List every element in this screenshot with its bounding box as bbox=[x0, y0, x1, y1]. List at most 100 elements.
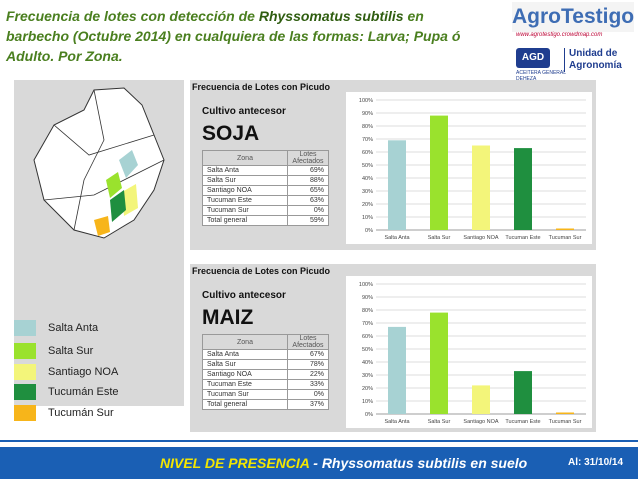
table-row: Total general 37% bbox=[202, 399, 329, 410]
maiz-chart-box: 0% 10% 20% 30% 40% 50% 60% 70% 80% 90% 100% Salta A… bbox=[346, 276, 592, 428]
soja-panel: Frecuencia de Lotes con Picudo Cultivo a… bbox=[190, 80, 596, 250]
x-tick-label: Santiago NOA bbox=[463, 235, 498, 241]
bar bbox=[556, 228, 574, 230]
table-cell: Santiago NOA bbox=[202, 369, 288, 380]
y-tick-label: 10% bbox=[362, 399, 373, 405]
footer-bar: NIVEL DE PRESENCIA - Rhyssomatus subtili… bbox=[0, 447, 638, 479]
y-tick-label: 90% bbox=[362, 295, 373, 301]
table-header-row: Zona Lotes Afectados bbox=[202, 334, 329, 350]
legend-swatch bbox=[14, 405, 36, 421]
zone-santiago-noa bbox=[122, 184, 138, 216]
x-tick-label: Salta Anta bbox=[384, 419, 410, 425]
table-cell: 37% bbox=[287, 399, 329, 410]
soja-bar-chart: 0% 10% 20% 30% 40% 50% 60% 70% 80% 90% 100% Salta A… bbox=[359, 98, 586, 241]
legend-swatch bbox=[14, 384, 36, 400]
x-tick-label: Tucuman Este bbox=[505, 235, 540, 241]
x-tick-label: Tucuman Este bbox=[505, 419, 540, 425]
map-panel bbox=[14, 80, 184, 406]
footer-date: Al: 31/10/14 bbox=[568, 457, 624, 468]
y-tick-label: 60% bbox=[362, 334, 373, 340]
cultivo-label: Cultivo antecesor bbox=[202, 106, 286, 117]
y-tick-label: 10% bbox=[362, 215, 373, 221]
table-header: Lotes Afectados bbox=[287, 150, 329, 166]
region-map bbox=[33, 87, 165, 239]
bar bbox=[388, 140, 406, 230]
bar bbox=[472, 385, 490, 414]
table-row: Santiago NOA 22% bbox=[202, 369, 329, 380]
bar bbox=[556, 412, 574, 414]
summary-table: Zona Lotes Afectados Salta Anta 67% Salta … bbox=[202, 334, 329, 410]
unit-line-1: Unidad de bbox=[569, 48, 618, 59]
title-text-end: en barbecho (Octubre 2014) en cualquiera… bbox=[6, 8, 461, 64]
brand-name: AgroTestigo bbox=[512, 2, 634, 32]
x-tick-label: Salta Sur bbox=[428, 419, 451, 425]
bar bbox=[472, 145, 490, 230]
map-border-1 bbox=[73, 89, 105, 231]
table-cell: Salta Sur bbox=[202, 175, 288, 186]
agd-badge: AGD bbox=[516, 48, 550, 68]
title-text: Frecuencia de lotes con detección de bbox=[6, 8, 259, 24]
x-tick-label: Tucuman Sur bbox=[549, 235, 582, 241]
footer-divider bbox=[0, 440, 638, 442]
table-header: Lotes Afectados bbox=[287, 334, 329, 350]
bar bbox=[514, 371, 532, 414]
legend-label: Salta Sur bbox=[48, 345, 94, 357]
zone-salta-anta bbox=[119, 150, 138, 178]
table-cell: 78% bbox=[287, 359, 329, 370]
zone-tucuman-sur bbox=[94, 216, 110, 236]
crop-name: SOJA bbox=[202, 122, 260, 145]
y-tick-label: 80% bbox=[362, 124, 373, 130]
table-row: Tucuman Sur 0% bbox=[202, 205, 329, 216]
table-row: Salta Sur 78% bbox=[202, 359, 329, 370]
maiz-bar-chart: 0% 10% 20% 30% 40% 50% 60% 70% 80% 90% 100% Salta A… bbox=[359, 282, 586, 425]
legend-swatch bbox=[14, 364, 36, 380]
table-cell: 65% bbox=[287, 185, 329, 196]
table-cell: Salta Anta bbox=[202, 165, 288, 176]
y-tick-label: 90% bbox=[362, 111, 373, 117]
table-row: Salta Sur 88% bbox=[202, 175, 329, 186]
table-cell: 63% bbox=[287, 195, 329, 206]
legend-swatch bbox=[14, 343, 36, 359]
table-cell: 22% bbox=[287, 369, 329, 380]
y-tick-label: 100% bbox=[359, 282, 373, 288]
y-tick-label: 40% bbox=[362, 360, 373, 366]
y-tick-label: 0% bbox=[365, 412, 373, 418]
y-tick-label: 20% bbox=[362, 386, 373, 392]
legend-label: Santiago NOA bbox=[48, 366, 119, 378]
table-header: Zona bbox=[202, 150, 288, 166]
title-species: Rhyssomatus subtilis bbox=[258, 8, 404, 24]
agrotestigo-logo: AgroTestigo www.agrotestigo.crowdmap.com… bbox=[512, 2, 634, 82]
y-tick-label: 0% bbox=[365, 228, 373, 234]
legend-label: Salta Anta bbox=[48, 322, 99, 334]
footer-rest: - Rhyssomatus subtilis en suelo bbox=[309, 455, 528, 471]
table-cell: Tucuman Este bbox=[202, 195, 288, 206]
table-header-row: Zona Lotes Afectados bbox=[202, 150, 329, 166]
table-cell: Santiago NOA bbox=[202, 185, 288, 196]
map-outline bbox=[33, 87, 165, 239]
x-tick-label: Salta Anta bbox=[384, 235, 410, 241]
agd-subtitle: ACEITERA GENERAL DEHEZA bbox=[516, 70, 566, 82]
legend-swatch bbox=[14, 320, 36, 336]
table-cell: Total general bbox=[202, 399, 288, 410]
footer-title: NIVEL DE PRESENCIA - Rhyssomatus subtili… bbox=[160, 455, 527, 471]
table-cell: Total general bbox=[202, 215, 288, 226]
table-cell: Tucuman Sur bbox=[202, 205, 288, 216]
x-tick-label: Tucuman Sur bbox=[549, 419, 582, 425]
table-row: Total general 59% bbox=[202, 215, 329, 226]
y-tick-label: 70% bbox=[362, 321, 373, 327]
table-cell: 59% bbox=[287, 215, 329, 226]
x-tick-label: Santiago NOA bbox=[463, 419, 498, 425]
unit-label: Unidad de Agronomía bbox=[564, 48, 622, 72]
maiz-panel: Frecuencia de Lotes con Picudo Cultivo a… bbox=[190, 264, 596, 432]
bar bbox=[430, 115, 448, 230]
legend-label: Tucumán Este bbox=[48, 386, 119, 398]
y-tick-label: 30% bbox=[362, 373, 373, 379]
bar bbox=[514, 148, 532, 230]
x-tick-label: Salta Sur bbox=[428, 235, 451, 241]
table-cell: 88% bbox=[287, 175, 329, 186]
table-row: Salta Anta 69% bbox=[202, 165, 329, 176]
cultivo-label: Cultivo antecesor bbox=[202, 290, 286, 301]
footer-highlight: NIVEL DE PRESENCIA bbox=[160, 455, 310, 471]
table-cell: 67% bbox=[287, 349, 329, 360]
y-tick-label: 80% bbox=[362, 308, 373, 314]
